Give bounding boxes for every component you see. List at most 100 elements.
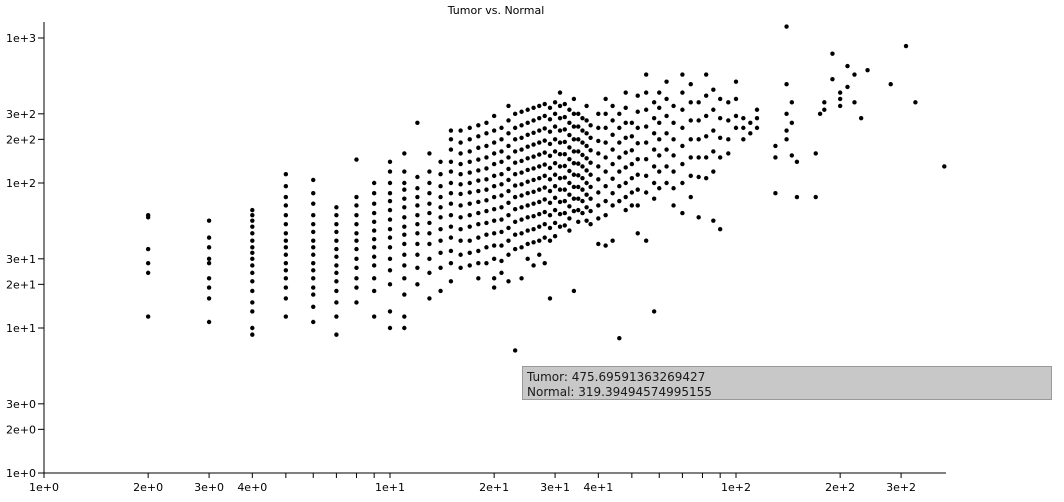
data-point: [438, 171, 443, 177]
data-point: [542, 138, 547, 143]
data-point: [512, 194, 518, 200]
data-point: [542, 221, 547, 227]
data-point: [525, 179, 530, 184]
data-point: [562, 210, 567, 216]
tooltip-normal-value: Normal: 319.39494574995155: [527, 385, 712, 399]
data-point: [562, 139, 567, 145]
data-point: [603, 169, 608, 174]
data-point: [491, 128, 497, 133]
data-point: [537, 175, 542, 181]
data-point: [519, 276, 524, 281]
data-point: [402, 224, 407, 229]
data-point: [588, 184, 593, 190]
data-point: [438, 238, 443, 243]
data-point: [458, 161, 463, 167]
data-point: [467, 180, 472, 186]
data-point: [458, 227, 463, 232]
data-point: [250, 224, 255, 229]
data-point: [576, 137, 581, 142]
data-point: [537, 199, 542, 205]
data-point: [334, 238, 339, 243]
data-point: [635, 187, 640, 192]
data-point: [512, 206, 518, 212]
data-point: [596, 177, 601, 182]
data-point: [588, 123, 593, 128]
data-point: [557, 140, 563, 145]
data-point: [657, 153, 662, 158]
data-point: [671, 186, 676, 191]
data-point: [206, 245, 212, 250]
data-point: [438, 227, 443, 232]
data-point: [371, 245, 377, 250]
data-point: [458, 203, 463, 208]
data-point: [371, 236, 377, 242]
data-point: [794, 194, 800, 200]
data-point: [458, 140, 463, 145]
data-point: [576, 207, 581, 213]
data-point: [531, 105, 536, 111]
data-point: [542, 260, 547, 266]
data-point: [610, 176, 615, 181]
data-point: [562, 163, 567, 169]
data-point: [576, 111, 581, 117]
data-point: [283, 194, 289, 200]
data-point: [525, 256, 530, 262]
data-point: [448, 224, 454, 229]
data-point: [562, 223, 567, 228]
data-point: [402, 276, 407, 281]
data-point: [576, 196, 581, 201]
data-point: [576, 219, 581, 225]
data-point: [651, 131, 657, 136]
data-point: [512, 160, 518, 165]
data-point: [491, 243, 497, 248]
data-point: [525, 144, 530, 149]
data-point: [571, 137, 577, 142]
data-point: [571, 288, 577, 294]
data-point: [610, 191, 615, 196]
data-point: [250, 212, 255, 218]
y-tick-label: 3e+0: [6, 398, 36, 411]
data-point: [415, 241, 420, 247]
hover-tooltip: Tumor: 475.69591363269427 Normal: 319.39…: [522, 366, 1052, 400]
data-point: [491, 194, 497, 200]
data-point: [657, 169, 662, 174]
data-point: [250, 256, 255, 262]
data-point: [334, 270, 339, 276]
data-point: [415, 203, 420, 208]
data-point: [499, 205, 504, 210]
data-point: [596, 216, 601, 221]
data-point: [334, 212, 339, 218]
data-point: [703, 113, 709, 119]
data-point: [680, 180, 685, 186]
data-point: [584, 103, 589, 109]
data-point: [552, 100, 558, 105]
data-point: [557, 115, 563, 121]
data-point: [467, 201, 472, 206]
data-point: [696, 118, 701, 123]
data-point: [680, 161, 685, 167]
data-point: [629, 203, 635, 208]
data-point: [567, 192, 572, 197]
data-point: [438, 250, 443, 256]
data-point: [726, 137, 731, 142]
data-point: [250, 309, 255, 314]
data-point: [427, 241, 432, 247]
data-point: [837, 103, 843, 109]
data-point: [596, 138, 601, 144]
data-point: [562, 198, 567, 204]
data-point: [512, 149, 518, 154]
data-point: [334, 229, 339, 235]
data-point: [623, 194, 628, 200]
data-point: [717, 115, 723, 121]
data-point: [467, 263, 472, 268]
data-point: [629, 148, 635, 153]
data-point: [537, 187, 542, 192]
data-point: [596, 111, 601, 117]
data-point: [567, 120, 572, 126]
data-point: [438, 194, 443, 200]
x-tick-label: 1e+2: [721, 481, 751, 494]
data-point: [603, 111, 608, 117]
y-tick-label: 1e+1: [6, 322, 36, 335]
data-point: [283, 171, 289, 177]
data-point: [571, 184, 577, 190]
